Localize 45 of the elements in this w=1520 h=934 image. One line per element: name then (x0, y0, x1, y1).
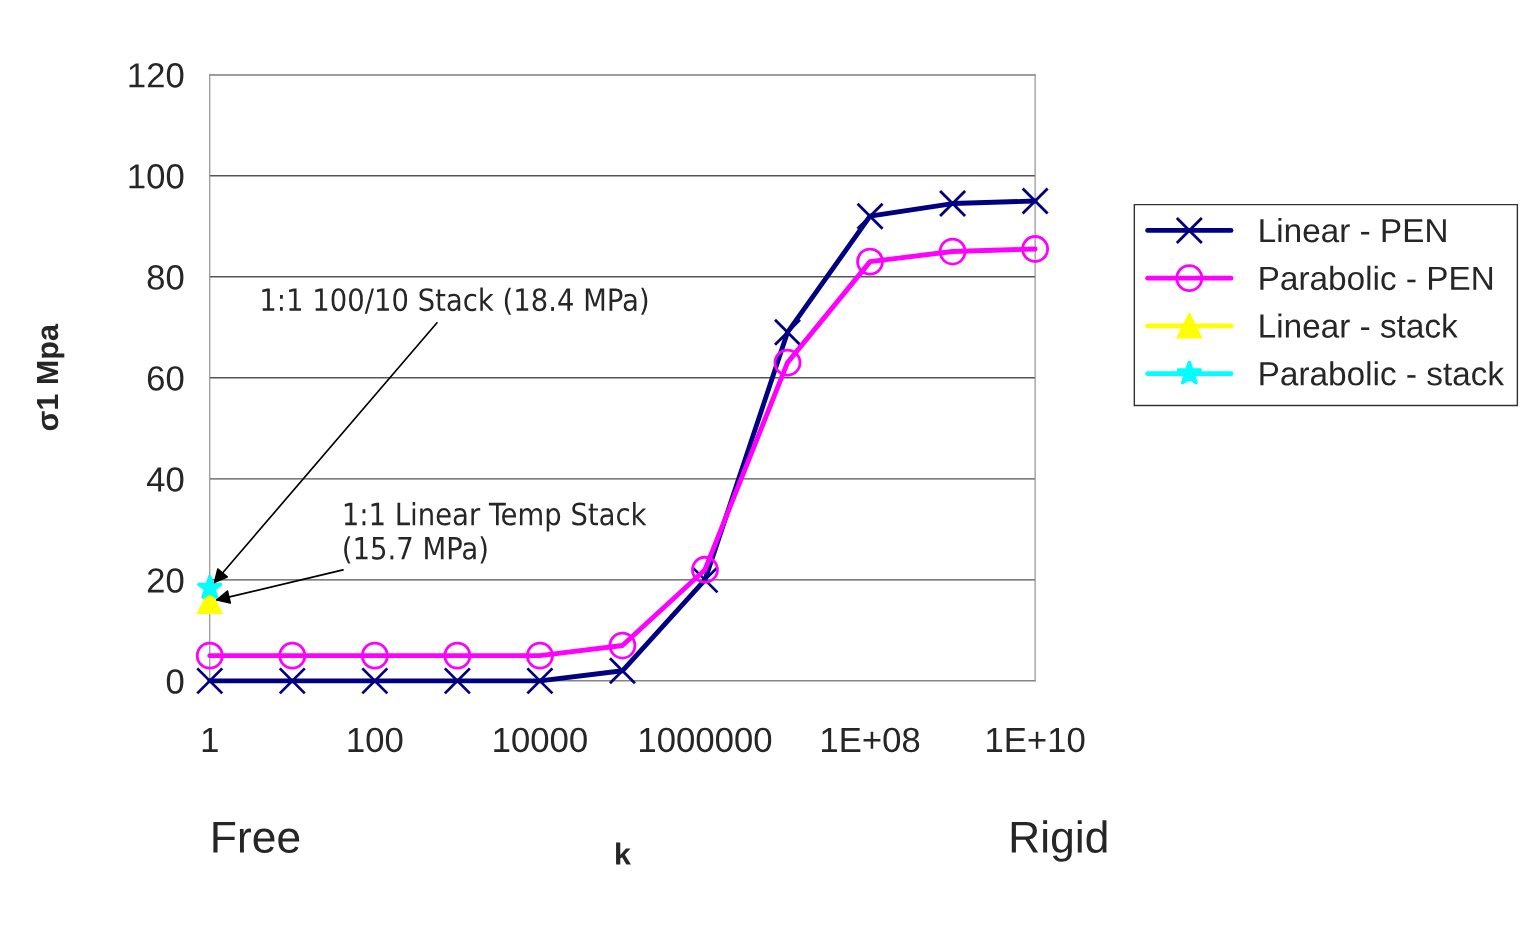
point (608, 631, 637, 660)
point (443, 667, 472, 695)
y-tick-label: 80 (147, 265, 184, 290)
legend-label: Parabolic - PEN (1260, 265, 1493, 291)
text: Rigid (1011, 820, 1107, 862)
point (278, 667, 307, 695)
y-tick-label: 0 (166, 669, 184, 694)
point (1021, 187, 1050, 215)
y-tick-label: 100 (129, 164, 184, 189)
legend-label: Parabolic - stack (1260, 361, 1505, 386)
point (526, 641, 554, 670)
y-tick-label: 40 (146, 467, 184, 492)
point (196, 574, 224, 600)
point (1021, 235, 1050, 263)
x-tick-label: 1E+08 (822, 727, 920, 753)
y-axis-title: σ1 Mpa (36, 323, 65, 431)
y-tick-label: 120 (129, 63, 184, 88)
x-tick-label: 10000 (494, 727, 587, 753)
point (526, 667, 554, 695)
x-axis-title: k (616, 842, 631, 865)
x-tick-label: 1E+10 (987, 727, 1085, 753)
point (938, 237, 967, 266)
x-tick-label: 1000000 (640, 727, 772, 753)
point (608, 656, 637, 685)
x-tick-label: 1 (202, 727, 218, 752)
annotation: 1:1 Linear Temp Stack (15.7 MPa) (344, 501, 647, 564)
point (856, 202, 884, 231)
point (360, 667, 389, 695)
point (360, 641, 389, 670)
point (938, 189, 967, 218)
legend-label: Linear - stack (1260, 313, 1458, 338)
legend-label: Linear - PEN (1260, 217, 1446, 243)
point (195, 641, 224, 670)
point (195, 667, 224, 695)
y-tick-label: 20 (147, 568, 184, 593)
text: Free (213, 821, 300, 853)
x-tick-label: 100 (348, 727, 403, 753)
y-tick-label: 60 (147, 366, 184, 391)
point (443, 641, 472, 670)
point (856, 247, 884, 276)
point (773, 318, 802, 347)
point (691, 555, 719, 584)
point (278, 641, 307, 670)
annotation: 1:1 100/10 Stack (18.4 MPa) (262, 287, 648, 315)
point (773, 348, 802, 377)
